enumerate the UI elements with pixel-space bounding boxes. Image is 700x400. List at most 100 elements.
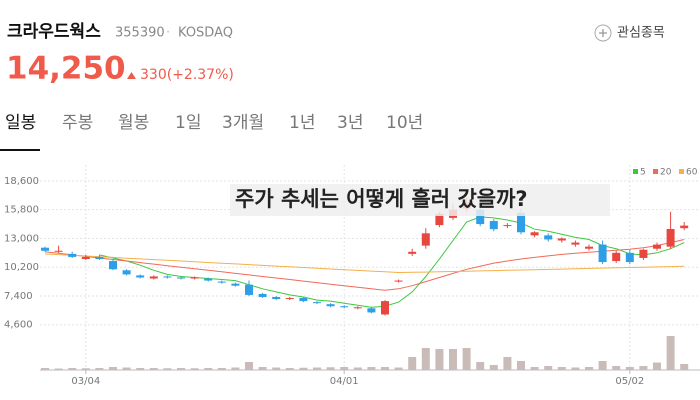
candle-body	[625, 252, 634, 263]
volume-bar	[177, 368, 185, 370]
volume-bar	[285, 368, 294, 370]
candle-body	[653, 244, 661, 249]
tab[interactable]: 1년	[289, 113, 315, 133]
separator: ·	[166, 26, 170, 41]
volume-bar	[81, 368, 90, 370]
candle-body	[299, 298, 308, 302]
volume-bar	[313, 367, 321, 370]
candle-body	[245, 284, 253, 295]
candle-body	[54, 250, 63, 252]
moving-average-line	[99, 216, 685, 308]
volume-bar	[680, 364, 689, 370]
candle-body	[190, 277, 199, 279]
up-arrow	[127, 72, 136, 79]
tab[interactable]: 1일	[175, 113, 201, 133]
watch-button[interactable]: 관심종목	[594, 24, 665, 42]
y-tick-label: 4,600	[4, 320, 33, 331]
tab[interactable]: 월봉	[118, 113, 149, 133]
volume-bar	[258, 367, 267, 370]
tab[interactable]: 일봉	[5, 113, 36, 133]
volume-bar	[557, 367, 566, 370]
candle-body	[149, 276, 158, 279]
volume-bar	[462, 348, 471, 370]
tab[interactable]: 3개월	[222, 113, 264, 133]
candle-body	[340, 306, 349, 308]
candle-body	[666, 228, 675, 247]
x-tick-label: 04/01	[330, 376, 359, 387]
y-tick-label: 13,000	[4, 233, 39, 244]
volume-bar	[585, 367, 593, 370]
legend-swatch	[633, 169, 638, 174]
volume-bar	[353, 367, 362, 370]
volume-bar	[149, 368, 158, 370]
candle-body	[421, 233, 430, 246]
y-tick-label: 7,400	[4, 291, 33, 302]
volume-bar	[231, 367, 240, 370]
candle-body	[598, 244, 607, 263]
watch-label: 관심종목	[617, 26, 665, 41]
y-tick-label: 15,800	[4, 205, 39, 216]
candle-body	[217, 281, 226, 283]
candle-body	[680, 225, 689, 229]
candle-body	[544, 235, 553, 240]
volume-bar	[503, 357, 512, 370]
volume-bar	[381, 367, 389, 370]
candle-body	[585, 246, 593, 249]
candle-body	[517, 212, 525, 233]
x-tick-label: 05/02	[615, 376, 644, 387]
plus-icon	[599, 29, 607, 37]
volume-bar	[163, 368, 172, 370]
volume-bar	[598, 361, 607, 370]
volume-bar	[571, 367, 580, 370]
volume-bar	[95, 368, 104, 370]
tab[interactable]: 10년	[386, 113, 423, 133]
price: 14,250	[6, 51, 126, 87]
stock-code: 355390	[115, 26, 165, 41]
candle-body	[122, 270, 131, 275]
candle-body	[557, 238, 566, 241]
candle-body	[231, 283, 240, 286]
candle-body	[272, 296, 281, 300]
stock-name: 크라우드웍스	[7, 22, 101, 42]
volume-bar	[367, 367, 376, 370]
y-tick-label: 10,200	[4, 262, 39, 273]
tab[interactable]: 주봉	[62, 113, 93, 133]
legend-swatch	[653, 169, 658, 174]
volume-bar	[653, 362, 661, 370]
candle-body	[177, 277, 185, 279]
legend-label: 20	[660, 168, 672, 178]
change: 330(+2.37%)	[140, 67, 234, 83]
volume-bar	[435, 349, 444, 370]
candle-body	[435, 213, 444, 226]
tab[interactable]: 3년	[337, 113, 363, 133]
candle-body	[408, 251, 417, 254]
moving-average-line	[44, 253, 685, 274]
volume-bar	[204, 368, 213, 370]
candle-body	[612, 252, 621, 262]
volume-bar	[449, 349, 457, 370]
volume-bar	[394, 367, 403, 370]
candle-body	[41, 247, 49, 251]
legend-label: 60	[686, 168, 698, 178]
volume-bar	[530, 367, 539, 370]
candle-body	[489, 220, 498, 230]
candle-body	[639, 249, 648, 258]
candle-body	[381, 301, 389, 315]
volume-bar	[272, 367, 281, 370]
tabs: 일봉 주봉 월봉 1일 3개월 1년 3년 10년	[5, 113, 423, 133]
volume-bar	[217, 368, 226, 370]
candle-body	[530, 232, 539, 236]
volume-bar	[476, 362, 485, 370]
candle-body	[367, 308, 376, 313]
candle-body	[163, 276, 172, 278]
candle-body	[81, 256, 90, 259]
volume-bar	[340, 367, 349, 370]
candle-body	[136, 275, 145, 278]
volume-bar	[68, 368, 77, 370]
volume-bar	[666, 336, 675, 370]
volume-bar	[245, 362, 253, 370]
chart: 4,600 7,400 10,200 13,000 15,800 18,600 03/04 0…	[4, 165, 700, 387]
volume-bar	[421, 348, 430, 370]
